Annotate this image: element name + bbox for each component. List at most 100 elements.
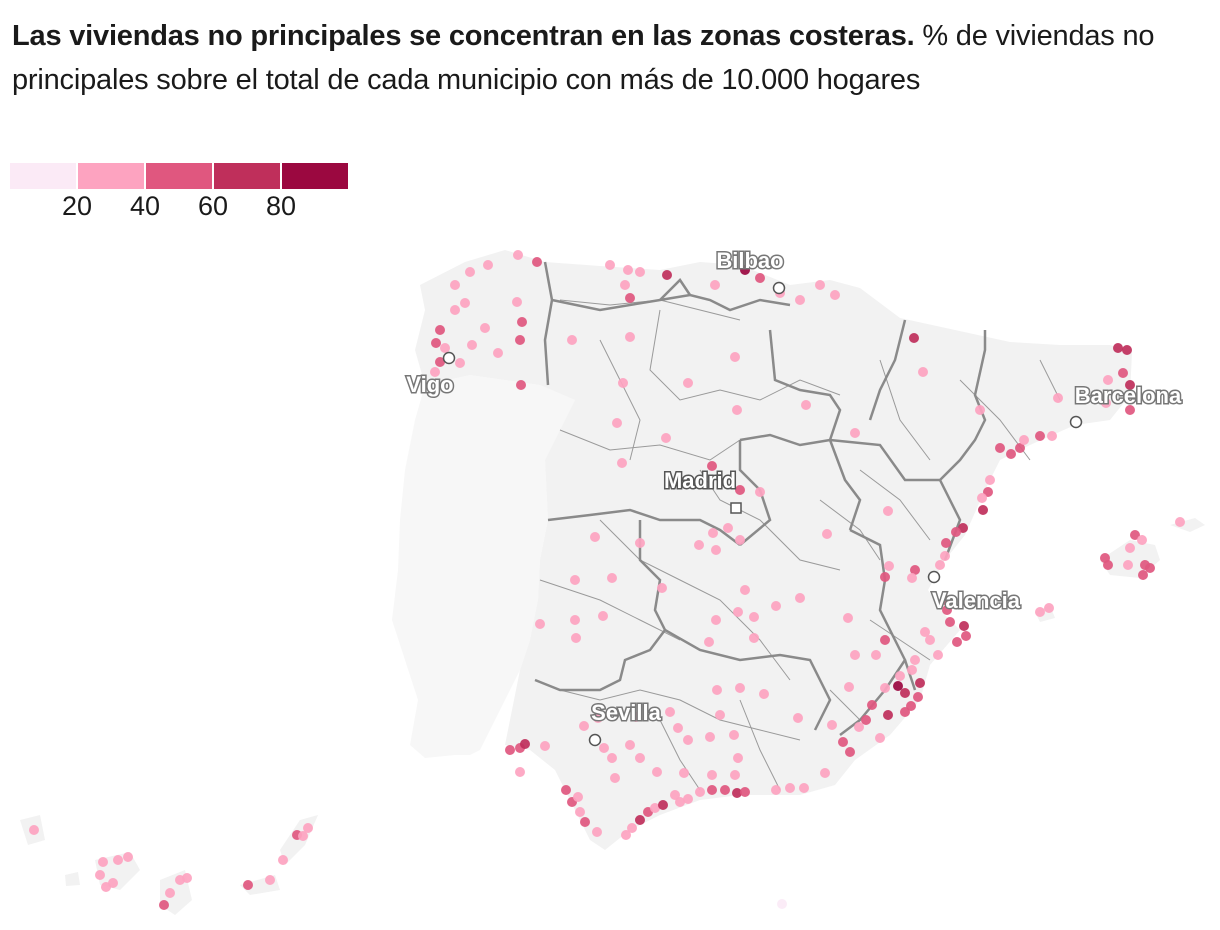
municipality-dot xyxy=(910,655,920,665)
municipality-dot xyxy=(435,357,445,367)
municipality-dot xyxy=(625,740,635,750)
municipality-dot xyxy=(845,747,855,757)
municipality-dot xyxy=(658,800,668,810)
municipality-dot xyxy=(975,405,985,415)
municipality-dot xyxy=(854,722,864,732)
municipality-dot xyxy=(733,607,743,617)
municipality-dot xyxy=(880,635,890,645)
legend-tick-80: 80 xyxy=(265,191,297,221)
municipality-dot xyxy=(907,573,917,583)
municipality-dot xyxy=(598,611,608,621)
municipality-dot xyxy=(707,785,717,795)
municipality-dot xyxy=(1125,380,1135,390)
municipality-dot xyxy=(723,523,733,533)
municipality-dot xyxy=(123,852,133,862)
municipality-dot xyxy=(1019,435,1029,445)
municipality-dot xyxy=(623,265,633,275)
municipality-dot xyxy=(635,538,645,548)
municipality-dot xyxy=(1137,535,1147,545)
municipality-dot xyxy=(793,713,803,723)
municipality-dot xyxy=(113,855,123,865)
municipality-dot xyxy=(620,280,630,290)
municipality-dot xyxy=(243,880,253,890)
municipality-dot xyxy=(1122,345,1132,355)
municipality-dot xyxy=(1118,368,1128,378)
municipality-dot xyxy=(298,831,308,841)
city-marker-madrid xyxy=(730,502,742,514)
municipality-dot xyxy=(952,637,962,647)
legend-tick-20: 20 xyxy=(61,191,93,221)
municipality-dot xyxy=(618,378,628,388)
municipality-dot xyxy=(735,485,745,495)
municipality-dot xyxy=(517,317,527,327)
municipality-dots xyxy=(29,250,1185,910)
municipality-dot xyxy=(799,783,809,793)
municipality-dot xyxy=(625,332,635,342)
municipality-dot xyxy=(871,650,881,660)
municipality-dot xyxy=(822,529,832,539)
municipality-dot xyxy=(925,635,935,645)
municipality-dot xyxy=(732,788,742,798)
municipality-dot xyxy=(580,817,590,827)
city-label-vigo: Vigo xyxy=(406,372,453,397)
municipality-dot xyxy=(777,899,787,909)
municipality-dot xyxy=(450,280,460,290)
municipality-dot xyxy=(683,378,693,388)
city-label-bilbao: Bilbao xyxy=(716,248,783,273)
municipality-dot xyxy=(431,338,441,348)
municipality-dot xyxy=(165,888,175,898)
municipality-dot xyxy=(516,380,526,390)
municipality-dot xyxy=(830,290,840,300)
municipality-dot xyxy=(607,753,617,763)
city-marker-sevilla xyxy=(588,733,602,747)
municipality-dot xyxy=(895,671,905,681)
municipality-dot xyxy=(915,678,925,688)
city-marker-bilbao xyxy=(772,281,786,295)
municipality-dot xyxy=(573,792,583,802)
municipality-dot xyxy=(740,585,750,595)
municipality-dot xyxy=(900,688,910,698)
municipality-dot xyxy=(571,633,581,643)
municipality-dot xyxy=(617,458,627,468)
municipality-dot xyxy=(712,685,722,695)
municipality-dot xyxy=(909,333,919,343)
municipality-dot xyxy=(520,739,530,749)
municipality-dot xyxy=(771,785,781,795)
city-label-sevilla: Sevilla xyxy=(591,700,661,725)
municipality-dot xyxy=(650,803,660,813)
municipality-dot xyxy=(1145,563,1155,573)
municipality-dot xyxy=(850,650,860,660)
municipality-dot xyxy=(900,707,910,717)
municipality-dot xyxy=(985,475,995,485)
municipality-dot xyxy=(605,260,615,270)
municipality-dot xyxy=(670,790,680,800)
municipality-dot xyxy=(465,267,475,277)
color-legend: 20 40 60 80 xyxy=(10,163,350,223)
municipality-dot xyxy=(607,573,617,583)
municipality-dot xyxy=(1103,375,1113,385)
municipality-dot xyxy=(977,493,987,503)
municipality-dot xyxy=(540,741,550,751)
municipality-dot xyxy=(933,650,943,660)
municipality-dot xyxy=(512,297,522,307)
municipality-dot xyxy=(978,505,988,515)
municipality-dot xyxy=(430,367,440,377)
municipality-dot xyxy=(720,785,730,795)
city-marker-barcelona xyxy=(1069,415,1083,429)
municipality-dot xyxy=(815,280,825,290)
municipality-dot xyxy=(440,343,450,353)
municipality-dot xyxy=(1101,398,1111,408)
municipality-dot xyxy=(1035,431,1045,441)
legend-ticks: 20 40 60 80 xyxy=(10,189,350,223)
municipality-dot xyxy=(1006,449,1016,459)
municipality-dot xyxy=(593,713,603,723)
municipality-dot xyxy=(579,721,589,731)
municipality-dot xyxy=(435,325,445,335)
municipality-dot xyxy=(695,787,705,797)
municipality-dot xyxy=(635,753,645,763)
municipality-dot xyxy=(599,743,609,753)
municipality-dot xyxy=(303,823,313,833)
municipality-dot xyxy=(730,352,740,362)
municipality-dot xyxy=(590,532,600,542)
chart-header: Las viviendas no principales se concentr… xyxy=(12,14,1202,102)
